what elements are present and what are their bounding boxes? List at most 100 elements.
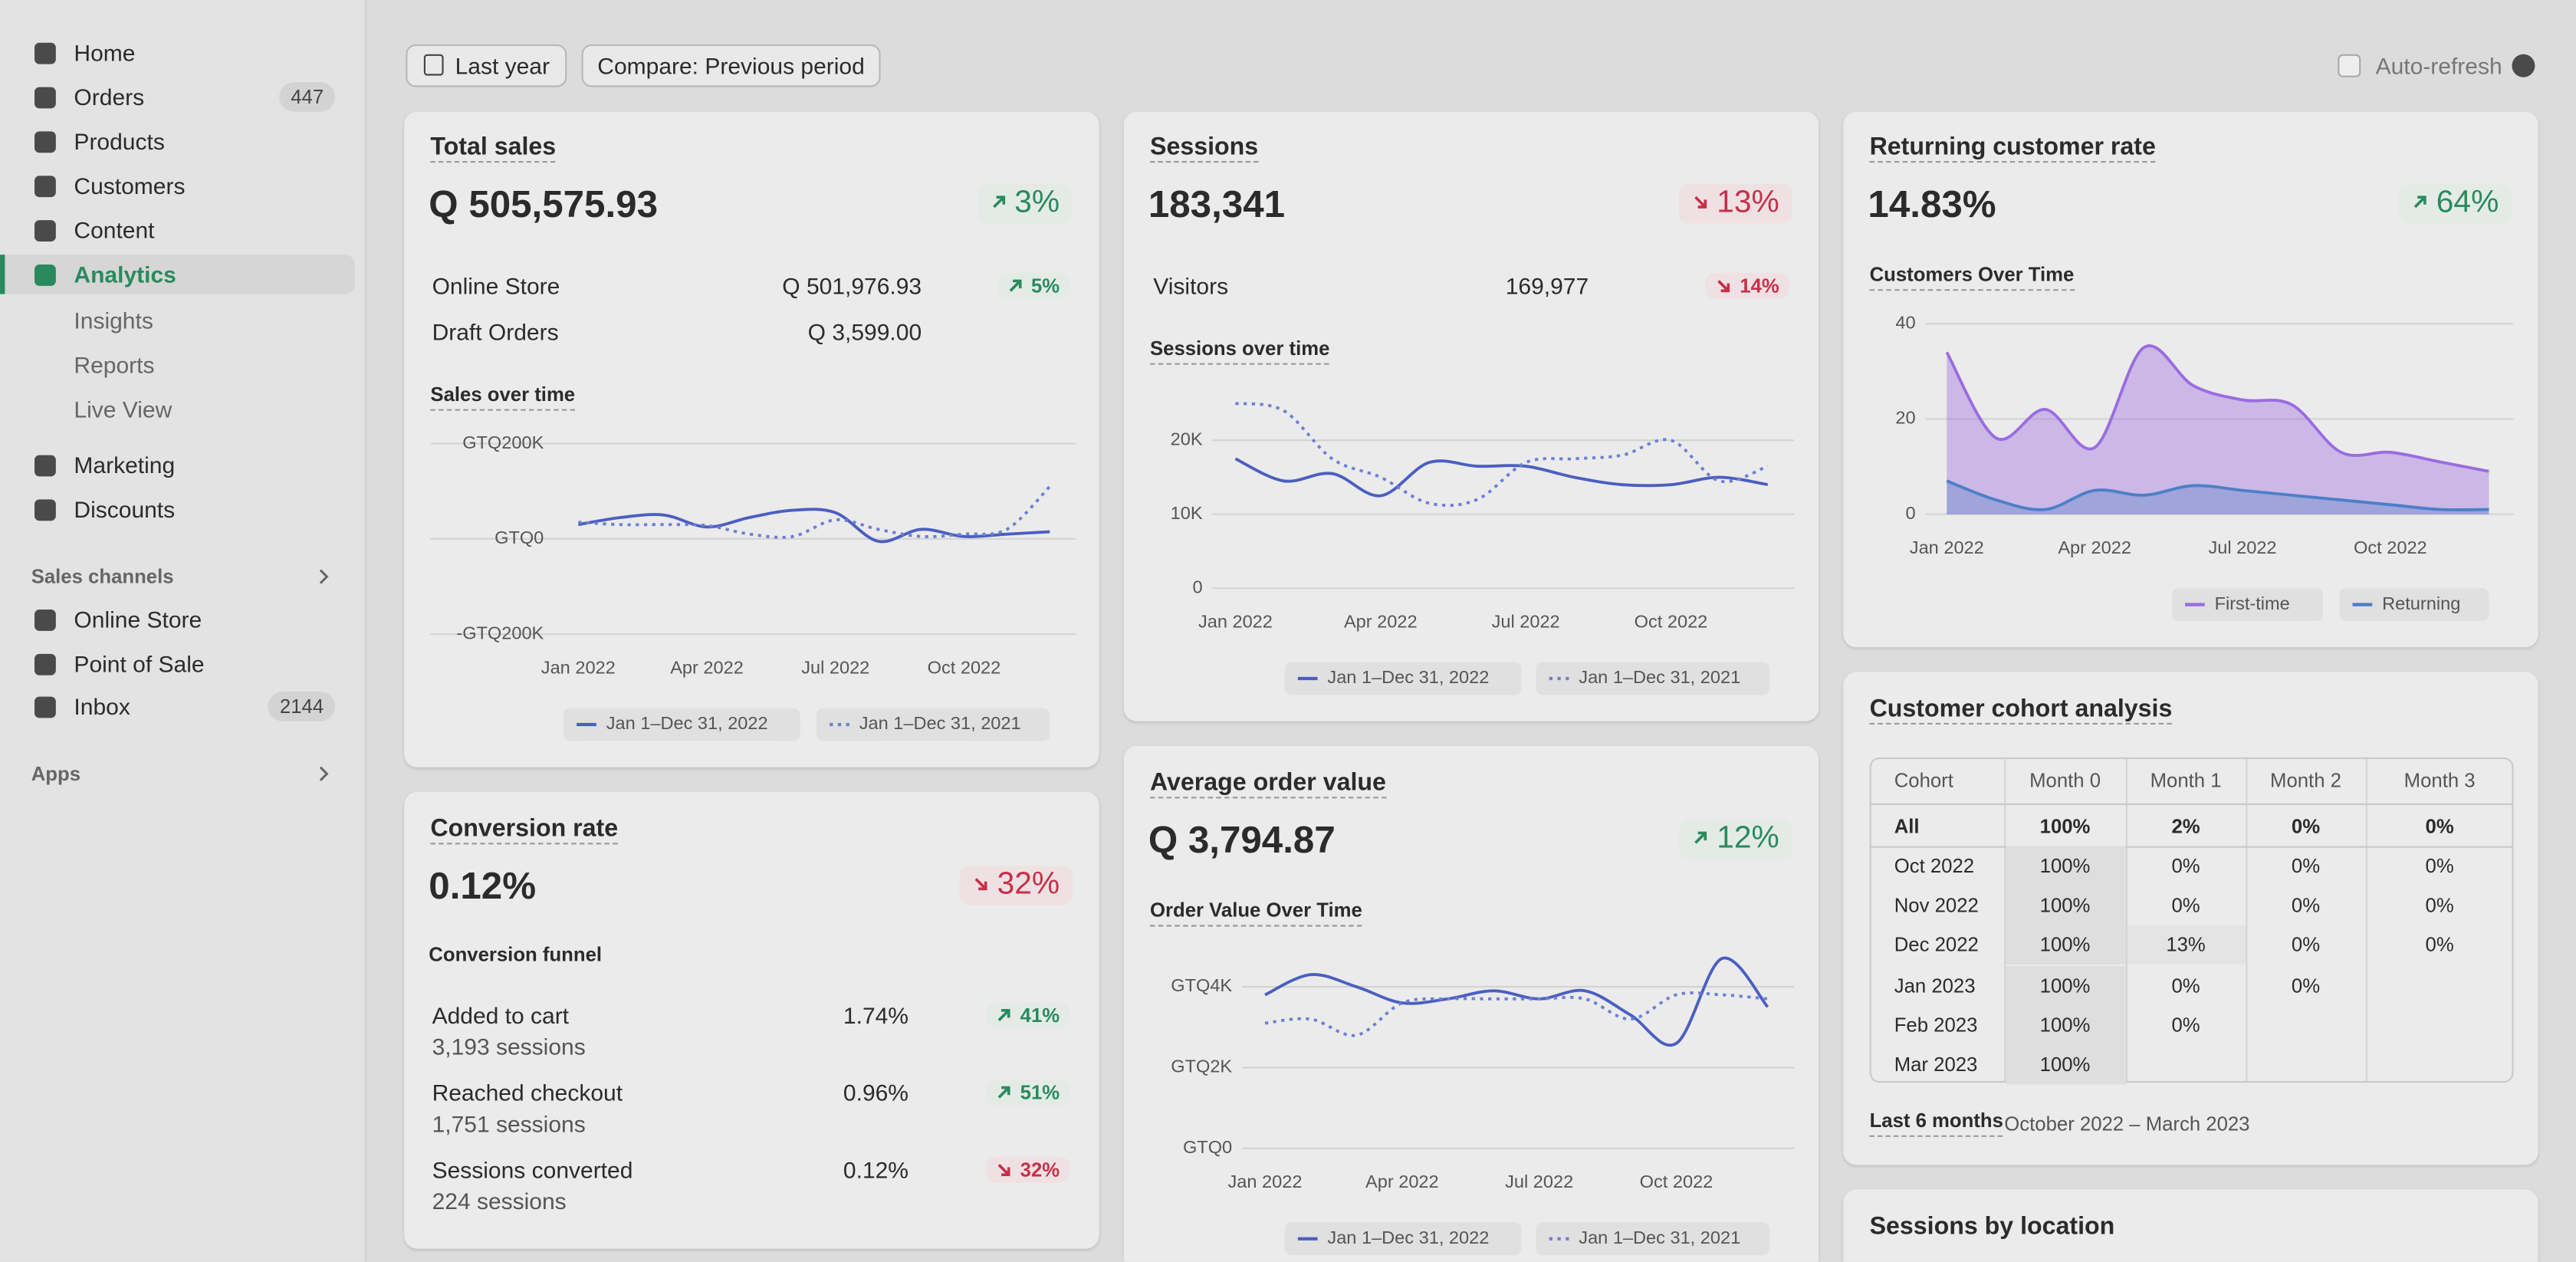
nav-item[interactable]: Discounts — [74, 496, 176, 523]
nav-item[interactable]: Marketing — [74, 452, 176, 478]
active-bar — [0, 255, 5, 294]
card-title[interactable]: Conversion rate — [430, 815, 619, 845]
help-icon[interactable] — [2512, 54, 2535, 77]
checkbox[interactable] — [2338, 54, 2361, 77]
nav-icon — [34, 455, 56, 477]
table-cell: 0% — [2171, 854, 2200, 878]
trend-arrow — [1008, 279, 1021, 292]
nav-icon — [34, 87, 56, 109]
button[interactable] — [406, 44, 567, 87]
trend-arrow — [992, 196, 1005, 209]
metric-value: 183,341 — [1148, 182, 1286, 225]
nav-item[interactable]: Products — [74, 128, 165, 155]
metric-value: Q 3,794.87 — [1148, 818, 1336, 861]
table-frame — [1869, 757, 2514, 1083]
change-badge: 3% — [976, 184, 1073, 224]
change-value: 13% — [1717, 186, 1779, 221]
change-value: 51% — [1020, 1081, 1060, 1104]
nav-subitem[interactable]: Reports — [74, 351, 155, 378]
nav-item[interactable]: Inbox — [74, 693, 130, 720]
metric-value: Q 505,575.93 — [429, 182, 659, 225]
card-title[interactable]: Customer cohort analysis — [1869, 695, 2173, 725]
table-cell: 0% — [2171, 1013, 2200, 1037]
table-cell: 0% — [2171, 973, 2200, 997]
table-cell: 13% — [2166, 933, 2206, 957]
nav-item[interactable]: Analytics — [74, 261, 176, 288]
col-divider — [2004, 758, 2006, 1081]
heat-cell — [2006, 886, 2126, 925]
row-label: Visitors — [1153, 272, 1229, 299]
table-header: Month 0 — [2029, 768, 2101, 792]
change-value: 5% — [1030, 274, 1060, 297]
table-cell: 100% — [2039, 933, 2091, 957]
nav-subitem[interactable]: Insights — [74, 307, 153, 334]
nav-item[interactable]: Content — [74, 216, 155, 244]
nav-item[interactable]: Online Store — [74, 606, 202, 633]
funnel-sessions: 3,193 sessions — [432, 1033, 586, 1060]
nav-item[interactable]: Orders — [74, 84, 145, 110]
nav-icon — [34, 610, 56, 631]
table-cell: Dec 2022 — [1894, 933, 1979, 957]
table-cell: 100% — [2039, 854, 2091, 878]
nav-icon — [34, 42, 56, 64]
table-header: Cohort — [1894, 768, 1953, 792]
button[interactable] — [581, 44, 881, 87]
nav-icon — [34, 220, 56, 242]
change-badge: 14% — [1705, 272, 1789, 299]
change-badge: 41% — [985, 1002, 1070, 1029]
heat-cell — [2128, 925, 2246, 965]
nav-item[interactable]: Home — [74, 39, 136, 66]
table-cell: 0% — [2425, 894, 2454, 918]
table-header: Month 3 — [2404, 768, 2476, 792]
table-cell: 100% — [2039, 814, 2091, 838]
heat-cell — [2006, 965, 2126, 1005]
chart-title: Sales over time — [430, 381, 576, 411]
table-cell: Oct 2022 — [1894, 854, 1975, 878]
table-cell: 0% — [2425, 814, 2454, 838]
chart-title: Sessions over time — [1150, 335, 1330, 365]
change-value: 32% — [997, 867, 1060, 902]
change-badge: 32% — [959, 866, 1073, 905]
heat-cell — [2006, 1004, 2126, 1045]
trend-arrow — [997, 1008, 1010, 1021]
change-badge: 13% — [1678, 184, 1792, 224]
active-item — [0, 255, 355, 294]
table-cell: 0% — [2291, 894, 2321, 918]
table-cell: 0% — [2425, 933, 2454, 957]
change-value: 14% — [1740, 274, 1779, 297]
trend-arrow — [1717, 279, 1730, 292]
col-divider — [2125, 758, 2128, 1081]
row-value: Q 3,599.00 — [807, 318, 922, 345]
table-cell: 0% — [2291, 933, 2321, 957]
change-badge: 32% — [985, 1156, 1070, 1183]
change-badge: 51% — [985, 1079, 1070, 1106]
section-title: Sales channels — [31, 565, 174, 589]
table-header: Month 2 — [2270, 768, 2341, 792]
card-title[interactable]: Average order value — [1150, 769, 1386, 799]
change-value: 12% — [1717, 821, 1779, 856]
nav-item[interactable]: Point of Sale — [74, 649, 205, 676]
total-rule — [1871, 846, 2512, 848]
funnel-value: 0.96% — [843, 1079, 909, 1106]
header-rule — [1871, 803, 2512, 805]
calendar-icon — [423, 54, 444, 76]
section-title: Apps — [31, 762, 81, 786]
nav-icon — [34, 176, 56, 198]
sidebar — [0, 0, 366, 1262]
nav-icon — [34, 131, 56, 153]
nav-item[interactable]: Customers — [74, 173, 186, 199]
funnel-label: Reached checkout — [432, 1079, 623, 1106]
table-cell: All — [1894, 814, 1920, 838]
card-title[interactable]: Returning customer rate — [1869, 133, 2156, 163]
table-cell: 100% — [2039, 973, 2091, 997]
badge: 447 — [279, 82, 336, 112]
card-title[interactable]: Sessions — [1150, 133, 1259, 163]
nav-icon — [34, 265, 56, 286]
trend-arrow — [2413, 196, 2426, 209]
card-title[interactable]: Total sales — [430, 133, 557, 163]
change-value: 41% — [1020, 1004, 1060, 1027]
nav-subitem[interactable]: Live View — [74, 396, 172, 422]
footer-range: October 2022 – March 2023 — [2004, 1112, 2250, 1135]
table-cell: Jan 2023 — [1894, 973, 1976, 997]
